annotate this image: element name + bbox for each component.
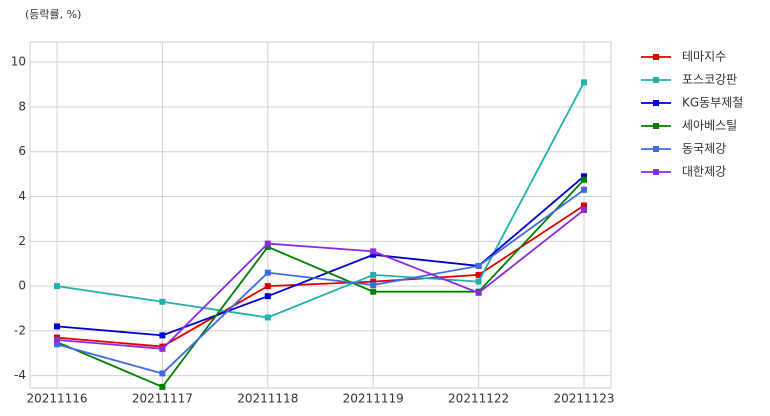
- point-marker: [159, 383, 166, 390]
- series-line: [56, 204, 585, 348]
- legend-marker: [653, 54, 659, 60]
- point-marker: [54, 283, 60, 290]
- y-tick-label: -4: [14, 368, 26, 382]
- point-marker: [54, 341, 60, 348]
- point-marker: [370, 281, 377, 288]
- point-marker: [581, 186, 587, 193]
- y-tick-label: 2: [18, 234, 26, 248]
- annotation: (등락률, %): [25, 8, 81, 21]
- point-marker: [159, 345, 166, 352]
- point-marker: [370, 288, 377, 295]
- x-tick-label: 20211118: [237, 392, 298, 406]
- x-tick-label: 20211123: [553, 392, 614, 406]
- legend-marker: [653, 77, 659, 83]
- point-marker: [159, 370, 166, 377]
- series-line: [56, 175, 585, 337]
- point-marker: [370, 248, 377, 255]
- point-marker: [475, 271, 482, 278]
- point-marker: [264, 283, 271, 290]
- point-marker: [370, 278, 377, 285]
- x-tick-label: 20211122: [448, 392, 509, 406]
- point-marker: [54, 323, 60, 330]
- point-marker: [264, 243, 271, 250]
- point-marker: [581, 176, 587, 183]
- y-tick-label: 10: [11, 55, 26, 69]
- point-marker: [475, 262, 482, 269]
- point-marker: [581, 202, 587, 209]
- series-line: [56, 189, 585, 375]
- legend-marker: [653, 146, 659, 152]
- legend-marker: [653, 100, 659, 106]
- point-marker: [581, 206, 587, 213]
- point-marker: [54, 336, 60, 343]
- series-line: [56, 209, 585, 350]
- x-tick-label: 20211116: [26, 392, 87, 406]
- legend-marker: [653, 169, 659, 175]
- series-line: [56, 81, 585, 319]
- point-marker: [581, 173, 587, 180]
- y-tick-label: 0: [18, 279, 26, 293]
- point-marker: [264, 240, 271, 247]
- legend-label: 대한제강: [682, 165, 726, 179]
- point-marker: [264, 269, 271, 276]
- plot-frame: [29, 41, 612, 389]
- legend-marker: [653, 123, 659, 129]
- y-tick-label: 6: [18, 144, 26, 158]
- point-marker: [475, 289, 482, 296]
- legend-label: 세아베스틸: [682, 119, 737, 133]
- x-tick-label: 20211119: [343, 392, 404, 406]
- y-tick-label: 4: [18, 189, 26, 203]
- x-tick-label: 20211117: [132, 392, 193, 406]
- y-tick-label: 8: [18, 99, 26, 113]
- legend-label: 테마지수: [682, 50, 726, 64]
- y-tick-label: -2: [14, 323, 26, 337]
- point-marker: [159, 332, 166, 339]
- point-marker: [370, 271, 377, 278]
- legend-label: KG동부제철: [682, 96, 743, 110]
- point-marker: [370, 251, 377, 258]
- point-marker: [475, 278, 482, 285]
- point-marker: [264, 293, 271, 300]
- point-marker: [159, 298, 166, 305]
- legend-label: 동국제강: [682, 142, 726, 156]
- point-marker: [264, 314, 271, 321]
- point-marker: [581, 79, 587, 86]
- legend-label: 포스코강판: [682, 73, 737, 87]
- series-line: [56, 179, 585, 388]
